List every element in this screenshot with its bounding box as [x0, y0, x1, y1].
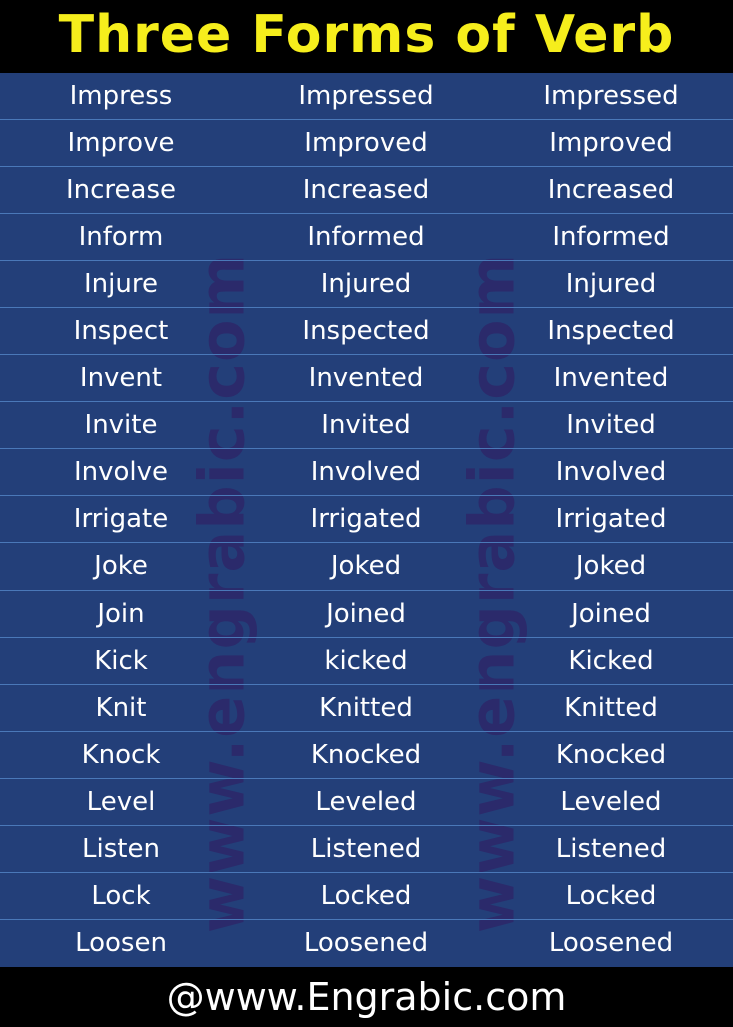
past-participle: Invented — [553, 363, 669, 394]
table-row: Loosen Loosened Loosened — [0, 920, 733, 967]
past-simple: Involved — [310, 457, 422, 488]
past-participle: Improved — [549, 128, 673, 159]
verb-table: www.engrabic.com www.engrabic.com Impres… — [0, 73, 733, 967]
table-row: Invite Invited Invited — [0, 402, 733, 450]
base-form: Injure — [84, 269, 158, 300]
past-simple: Listened — [310, 833, 422, 864]
table-row: Knit Knitted Knitted — [0, 685, 733, 732]
past-participle: Impressed — [543, 81, 679, 112]
base-form: Lock — [91, 880, 151, 911]
past-participle: Knitted — [564, 692, 658, 723]
past-participle: Loosened — [548, 928, 674, 959]
base-form: Irrigate — [73, 504, 169, 535]
past-participle: Irrigated — [555, 504, 667, 535]
table-row: Invent Invented Invented — [0, 355, 733, 403]
past-simple: Loosened — [303, 928, 429, 959]
past-simple: Leveled — [315, 786, 417, 817]
past-simple: Impressed — [298, 81, 434, 112]
footer-website: @www.Engrabic.com — [0, 967, 733, 1024]
base-form: Inspect — [73, 316, 169, 347]
past-participle: Injured — [565, 269, 657, 300]
table-row: Injure Injured Injured — [0, 261, 733, 309]
past-participle: Leveled — [560, 786, 662, 817]
past-participle: Increased — [547, 175, 675, 206]
table-row: Impress Impressed Impressed — [0, 73, 733, 121]
table-row: Joke Joked Joked — [0, 543, 733, 591]
past-simple: Knocked — [310, 739, 422, 770]
past-simple: Joked — [330, 551, 402, 582]
table-row: Inform Informed Informed — [0, 214, 733, 262]
past-simple: Joined — [326, 598, 406, 629]
base-form: Invent — [79, 363, 163, 394]
past-simple: Increased — [302, 175, 430, 206]
past-participle: Inspected — [547, 316, 675, 347]
table-row: Increase Increased Increased — [0, 167, 733, 215]
table-row: Improve Improved Improved — [0, 120, 733, 168]
past-simple: Invited — [321, 410, 411, 441]
past-participle: Locked — [565, 880, 657, 911]
base-form: Kick — [94, 645, 148, 676]
base-form: Increase — [65, 175, 177, 206]
past-simple: kicked — [324, 645, 408, 676]
base-form: Improve — [67, 128, 175, 159]
past-participle: Kicked — [568, 645, 654, 676]
past-participle: Informed — [552, 222, 670, 253]
past-simple: Irrigated — [310, 504, 422, 535]
table-row: Inspect Inspected Inspected — [0, 308, 733, 356]
base-form: Knock — [81, 739, 161, 770]
table-row: Kick kicked Kicked — [0, 638, 733, 685]
past-participle: Joined — [571, 598, 651, 629]
base-form: Invite — [84, 410, 158, 441]
past-simple: Informed — [307, 222, 425, 253]
base-form: Loosen — [75, 928, 167, 959]
table-row: Irrigate Irrigated Irrigated — [0, 496, 733, 544]
past-participle: Knocked — [555, 739, 667, 770]
table-row: Lock Locked Locked — [0, 873, 733, 920]
table-row: Involve Involved Involved — [0, 449, 733, 497]
past-simple: Locked — [320, 880, 412, 911]
table-row: Knock Knocked Knocked — [0, 732, 733, 779]
past-simple: Improved — [304, 128, 428, 159]
past-simple: Injured — [320, 269, 412, 300]
table-row: Level Leveled Leveled — [0, 779, 733, 826]
past-participle: Involved — [555, 457, 667, 488]
table-row: Join Joined Joined — [0, 591, 733, 638]
base-form: Listen — [82, 833, 160, 864]
past-participle: Listened — [555, 833, 667, 864]
past-simple: Invented — [308, 363, 424, 394]
base-form: Involve — [73, 457, 169, 488]
base-form: Impress — [69, 81, 173, 112]
base-form: Joke — [94, 551, 148, 582]
base-form: Inform — [78, 222, 164, 253]
table-row: Listen Listened Listened — [0, 826, 733, 873]
past-participle: Invited — [566, 410, 656, 441]
page-title: Three Forms of Verb — [0, 0, 733, 73]
past-simple: Inspected — [302, 316, 430, 347]
base-form: Join — [97, 598, 145, 629]
past-participle: Joked — [575, 551, 647, 582]
past-simple: Knitted — [319, 692, 413, 723]
base-form: Knit — [95, 692, 147, 723]
base-form: Level — [86, 786, 156, 817]
